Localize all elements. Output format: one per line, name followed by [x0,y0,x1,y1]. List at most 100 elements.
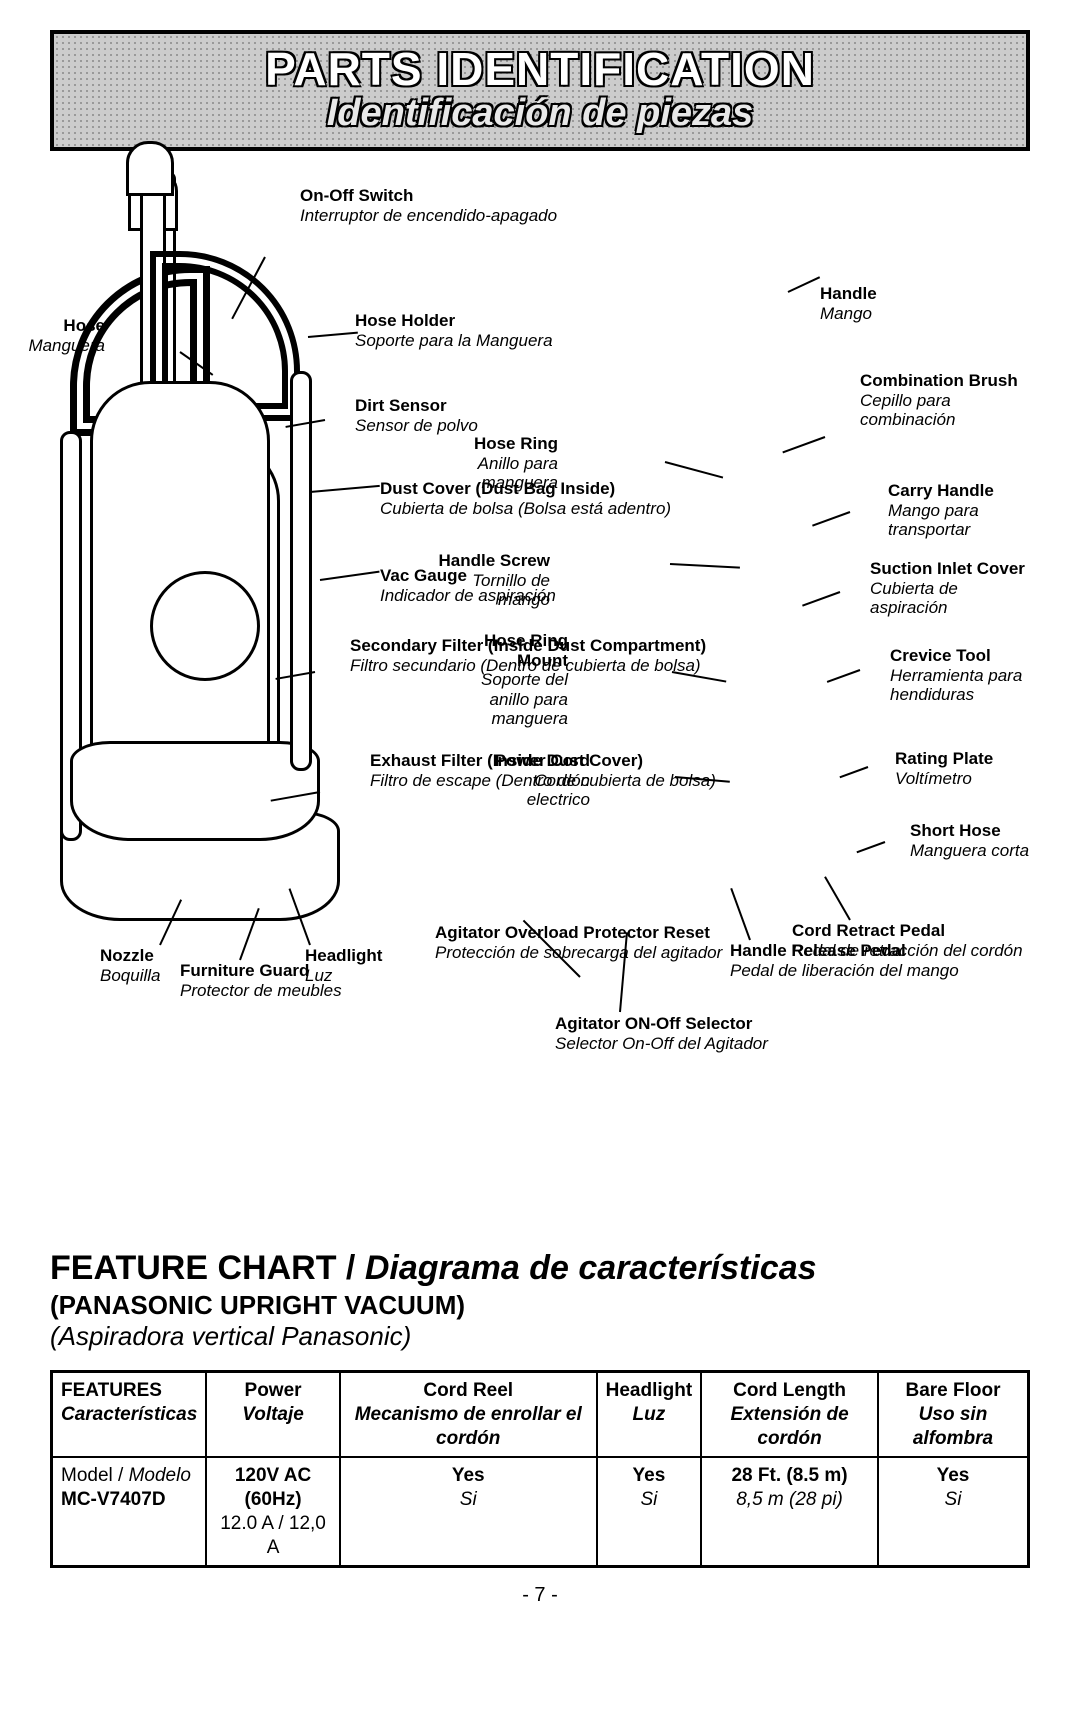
front-label-11-es: Protección de sobrecarga del agitador [435,943,722,963]
cell-cordlength: 28 Ft. (8.5 m) 8,5 m (28 pi) [701,1457,878,1567]
back-label-0-en: Handle [820,284,877,304]
back-label-8-en: Power Cord [470,751,590,771]
front-label-12-en: Agitator ON-Off Selector [555,1014,768,1034]
back-label-leader-9 [839,766,868,778]
title-banner: PARTS IDENTIFICATION Identificación de p… [50,30,1030,151]
back-label-leader-7 [827,669,861,683]
cell-cordreel: Yes Si [340,1457,597,1567]
back-label-0-es: Mango [820,304,877,324]
front-label-12-es: Selector On-Off del Agitador [555,1034,768,1054]
back-label-leader-0 [788,276,821,293]
back-label-leader-3 [812,511,850,527]
col-barefloor: Bare Floor Uso sin alfombra [878,1372,1029,1458]
back-label-3-en: Carry Handle [888,481,1030,501]
col-cordlength-es: Extensión de cordón [710,1403,869,1451]
front-label-4-es: Cubierta de bolsa (Bolsa está adentro) [380,499,671,519]
back-label-11-es: Pedal de liberación del mango [730,961,959,981]
back-label-leader-10 [856,841,885,853]
col-headlight-en: Headlight [606,1379,693,1403]
back-label-12-en: Cord Retract Pedal [792,921,1023,941]
banner-subtitle: Identificación de piezas [54,92,1026,135]
front-label-3-es: Sensor de polvo [355,416,478,436]
feature-chart-title-es: Diagrama de características [365,1249,817,1287]
front-label-10-en: Headlight [305,946,382,966]
cell-cordreel-es: Si [349,1488,588,1512]
col-cordlength: Cord Length Extensión de cordón [701,1372,878,1458]
back-label-5-en: Suction Inlet Cover [870,559,1030,579]
front-label-1-es: Manguera [0,336,105,356]
front-label-11-en: Agitator Overload Protector Reset [435,923,722,943]
back-label-leader-5 [802,591,840,607]
back-label-8-es: Cordón electrico [470,771,590,810]
back-label-8: Power CordCordón electrico [470,751,590,810]
back-label-leader-2 [665,461,723,478]
back-label-9-en: Rating Plate [895,749,993,769]
vacuum-back-view [50,991,350,1731]
back-label-leader-1 [782,436,825,453]
cell-barefloor-en: Yes [887,1464,1019,1488]
front-label-10-es: Luz [305,966,382,986]
cell-cordlength-en: 28 Ft. (8.5 m) [710,1464,869,1488]
banner-title: PARTS IDENTIFICATION [54,42,1026,96]
back-label-2-es: Anillo para manguera [438,454,558,493]
back-label-6-es: Soporte del anillo para manguera [448,670,568,729]
back-label-10: Short HoseManguera corta [910,821,1029,860]
back-label-leader-11 [730,888,751,940]
col-barefloor-es: Uso sin alfombra [887,1403,1019,1451]
back-label-2-en: Hose Ring [438,434,558,454]
back-label-1-en: Combination Brush [860,371,1030,391]
back-label-0: HandleMango [820,284,877,323]
col-barefloor-en: Bare Floor [887,1379,1019,1403]
col-cordreel: Cord Reel Mecanismo de enrollar el cordó… [340,1372,597,1458]
back-label-6-en: Hose Ring Mount [448,631,568,670]
back-label-2: Hose RingAnillo para manguera [438,434,558,493]
front-label-3-en: Dirt Sensor [355,396,478,416]
front-label-2: Hose HolderSoporte para la Manguera [355,311,553,350]
front-label-8-es: Boquilla [100,966,161,986]
back-label-7-en: Crevice Tool [890,646,1030,666]
back-label-leader-4 [670,563,740,569]
cell-headlight-es: Si [606,1488,693,1512]
back-label-1: Combination BrushCepillo para combinació… [860,371,1030,430]
back-label-10-es: Manguera corta [910,841,1029,861]
back-label-1-es: Cepillo para combinación [860,391,1030,430]
parts-diagram: On-Off SwitchInterruptor de encendido-ap… [50,171,1030,1231]
back-label-5-es: Cubierta de aspiración [870,579,1030,618]
front-label-11: Agitator Overload Protector ResetProtecc… [435,923,722,962]
front-label-0-en: On-Off Switch [300,186,557,206]
front-label-3: Dirt SensorSensor de polvo [355,396,478,435]
col-headlight-es: Luz [606,1403,693,1427]
front-label-1: HoseManguera [0,316,105,355]
cell-barefloor-es: Si [887,1488,1019,1512]
back-label-4-es: Tornillo de mango [430,571,550,610]
back-label-7: Crevice ToolHerramienta para hendiduras [890,646,1030,705]
back-label-3-es: Mango para transportar [888,501,1030,540]
col-cordreel-es: Mecanismo de enrollar el cordón [349,1403,588,1451]
front-label-2-en: Hose Holder [355,311,553,331]
back-label-4-en: Handle Screw [430,551,550,571]
front-label-1-en: Hose [0,316,105,336]
back-label-6: Hose Ring MountSoporte del anillo para m… [448,631,568,729]
cell-cordreel-en: Yes [349,1464,588,1488]
front-label-2-es: Soporte para la Manguera [355,331,553,351]
back-label-leader-12 [824,876,851,920]
col-cordlength-en: Cord Length [710,1379,869,1403]
cell-headlight-en: Yes [606,1464,693,1488]
back-label-9-es: Voltímetro [895,769,993,789]
front-label-8-en: Nozzle [100,946,161,966]
front-label-0-es: Interruptor de encendido-apagado [300,206,557,226]
back-label-5: Suction Inlet CoverCubierta de aspiració… [870,559,1030,618]
back-label-12-es: Pedal de retracción del cordón [792,941,1023,961]
cell-cordlength-es: 8,5 m (28 pi) [710,1488,869,1512]
col-cordreel-en: Cord Reel [349,1379,588,1403]
front-label-10: HeadlightLuz [305,946,382,985]
cell-headlight: Yes Si [597,1457,702,1567]
front-label-8: NozzleBoquilla [100,946,161,985]
back-label-9: Rating PlateVoltímetro [895,749,993,788]
back-label-12: Cord Retract PedalPedal de retracción de… [792,921,1023,960]
front-label-0: On-Off SwitchInterruptor de encendido-ap… [300,186,557,225]
cell-barefloor: Yes Si [878,1457,1029,1567]
back-label-7-es: Herramienta para hendiduras [890,666,1030,705]
front-label-12: Agitator ON-Off SelectorSelector On-Off … [555,1014,768,1053]
back-label-4: Handle ScrewTornillo de mango [430,551,550,610]
